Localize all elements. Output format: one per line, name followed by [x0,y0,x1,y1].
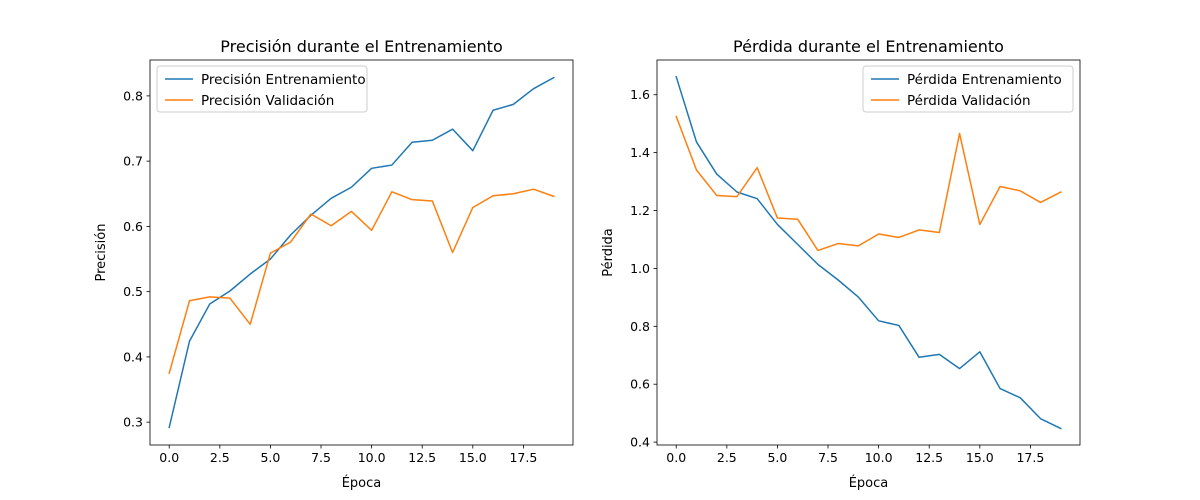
x-tick-label: 12.5 [915,450,943,465]
y-tick-label: 0.8 [630,319,650,334]
x-tick-label: 15.0 [459,450,487,465]
x-tick-label: 10.0 [865,450,893,465]
x-tick-label: 0.0 [159,450,179,465]
y-tick-label: 0.8 [123,88,143,103]
legend: Pérdida Entrenamiento Pérdida Validación [862,65,1074,113]
legend: Precisión Entrenamiento Precisión Validac… [156,65,368,113]
x-axis-label: Época [342,475,382,491]
y-axis-label: Pérdida [601,228,616,277]
x-tick-label: 2.5 [717,450,737,465]
x-tick-label: 12.5 [408,450,436,465]
y-tick-label: 0.4 [123,349,143,364]
legend-label: Precisión Validación [201,93,334,109]
y-axis-label: Precisión [94,223,109,281]
axes-frame [656,59,1081,446]
x-tick-label: 5.0 [260,450,280,465]
y-tick-label: 1.6 [630,87,650,102]
legend-box [156,65,368,113]
y-tick-label: 0.5 [123,284,143,299]
x-tick-label: 0.0 [666,450,686,465]
series-line-1 [168,188,555,375]
y-tick-label: 0.4 [630,435,650,450]
x-tick-label: 7.5 [818,450,838,465]
axes-frame [149,59,574,446]
x-tick-label: 15.0 [966,450,994,465]
legend-label: Pérdida Validación [907,93,1031,109]
series-line-0 [168,76,555,429]
y-tick-label: 0.7 [123,154,143,169]
y-tick-label: 1.0 [630,261,650,276]
chart-title: Pérdida durante el Entrenamiento [733,37,1004,56]
y-tick-label: 0.6 [630,377,650,392]
legend-label: Pérdida Entrenamiento [907,72,1062,88]
y-tick-label: 0.6 [123,219,143,234]
x-tick-label: 2.5 [210,450,230,465]
series-line-1 [675,115,1062,252]
x-tick-label: 17.5 [1016,450,1044,465]
y-tick-label: 1.4 [630,145,650,160]
chart-title: Precisión durante el Entrenamiento [220,37,503,56]
legend-box [862,65,1074,113]
accuracy-chart: 0.0 2.5 5.0 7.5 10.0 12.5 15.0 17.5 0.3 0.4 0.5 0.6… [94,37,574,491]
x-tick-label: 5.0 [767,450,787,465]
series-line-0 [675,75,1062,430]
legend-label: Precisión Entrenamiento [201,72,366,88]
x-tick-label: 7.5 [311,450,331,465]
y-tick-label: 1.2 [630,203,650,218]
x-tick-label: 10.0 [358,450,386,465]
y-tick-label: 0.3 [123,415,143,430]
x-axis-label: Época [849,475,889,491]
x-tick-label: 17.5 [509,450,537,465]
loss-chart: 0.0 2.5 5.0 7.5 10.0 12.5 15.0 17.5 0.4 0.6 0.8 1.0… [601,37,1081,491]
